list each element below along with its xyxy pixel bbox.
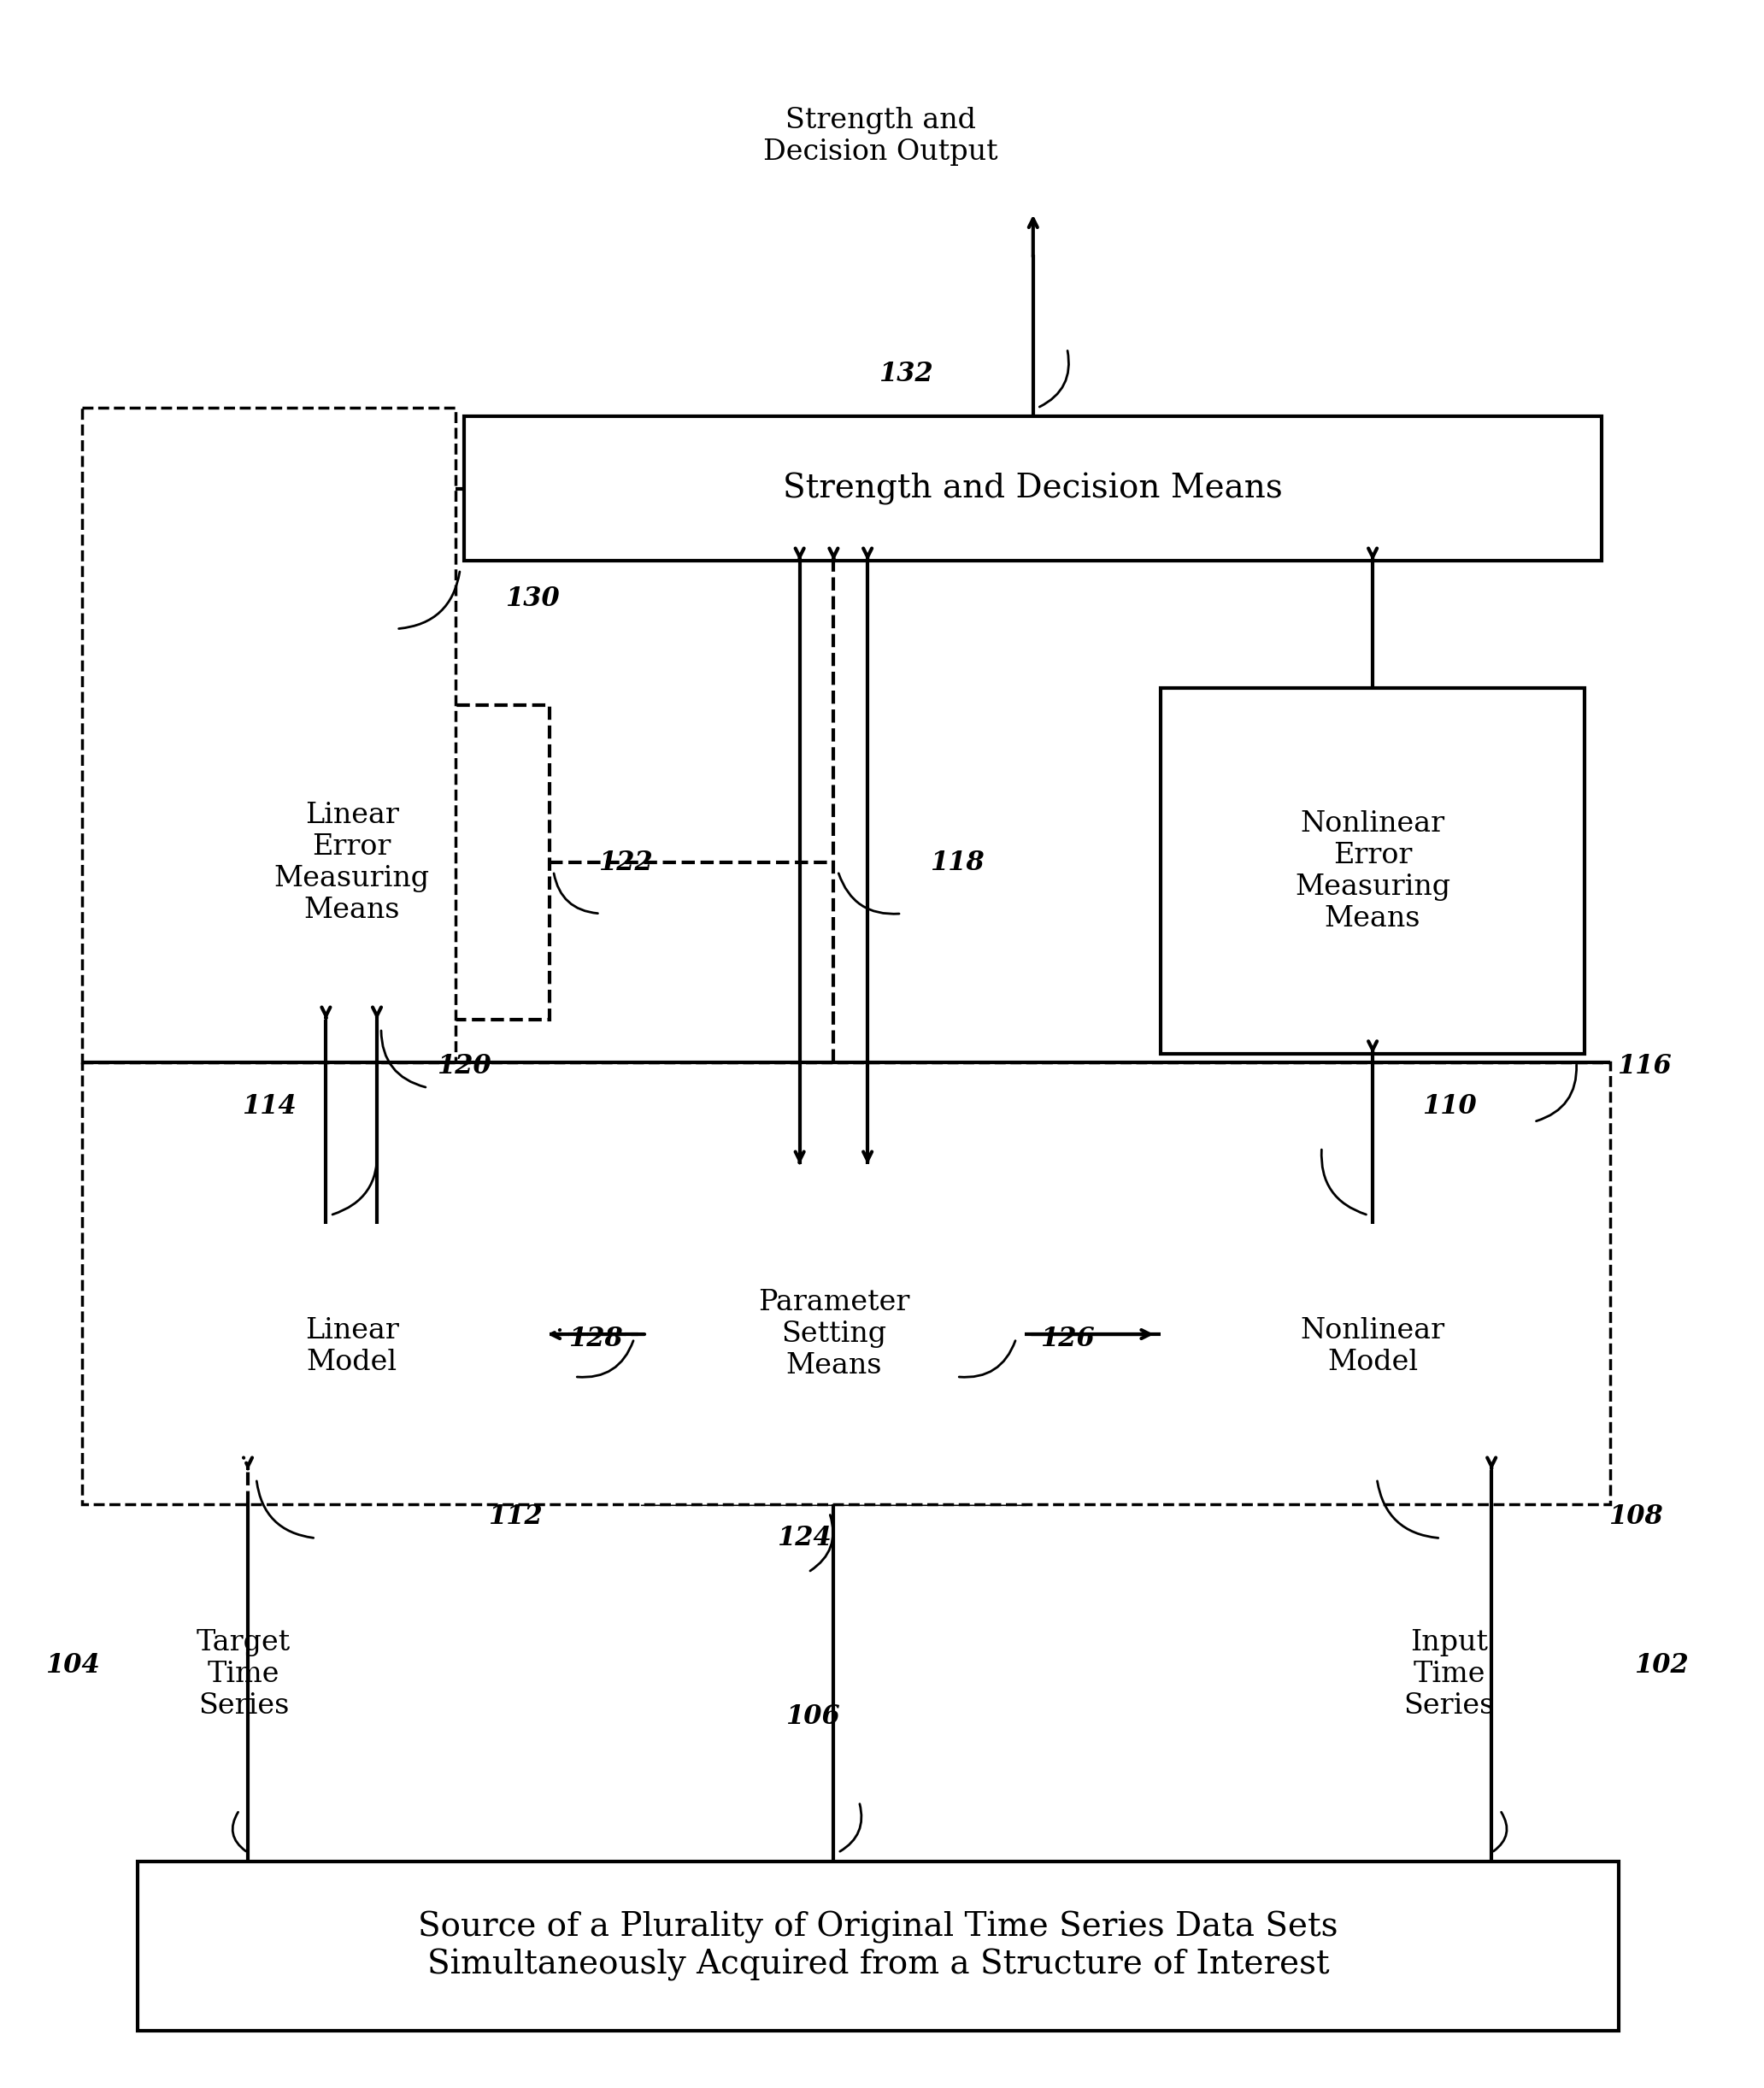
Text: 102: 102: [1633, 1652, 1688, 1679]
Text: Nonlinear
Model: Nonlinear Model: [1300, 1318, 1445, 1376]
Bar: [1161, 1224, 1584, 1470]
Text: Linear
Model: Linear Model: [305, 1318, 399, 1376]
Text: Nonlinear
Error
Measuring
Means: Nonlinear Error Measuring Means: [1295, 810, 1450, 931]
Text: 130: 130: [505, 587, 559, 612]
Text: 108: 108: [1609, 1503, 1663, 1531]
Bar: [155, 706, 549, 1019]
Text: 106: 106: [785, 1704, 840, 1729]
Bar: [1161, 689, 1584, 1054]
Text: 120: 120: [437, 1052, 492, 1079]
Text: 126: 126: [1039, 1326, 1094, 1351]
Text: Source of a Plurality of Original Time Series Data Sets
Simultaneously Acquired : Source of a Plurality of Original Time S…: [418, 1911, 1339, 1982]
Bar: [138, 1860, 1619, 2032]
Text: 104: 104: [44, 1652, 99, 1679]
Text: Strength and
Decision Output: Strength and Decision Output: [764, 106, 998, 165]
Bar: [642, 1165, 1025, 1503]
Text: 116: 116: [1618, 1052, 1672, 1079]
Text: 118: 118: [930, 850, 984, 875]
Text: 124: 124: [776, 1524, 831, 1551]
Text: 114: 114: [242, 1094, 296, 1119]
Text: 110: 110: [1422, 1094, 1476, 1119]
Text: Strength and Decision Means: Strength and Decision Means: [783, 472, 1282, 505]
Bar: [83, 407, 455, 1063]
Bar: [83, 1063, 1611, 1503]
Bar: [155, 1224, 549, 1470]
Text: Parameter
Setting
Means: Parameter Setting Means: [759, 1288, 910, 1380]
Text: 128: 128: [568, 1326, 623, 1351]
Bar: [464, 416, 1602, 562]
Text: 112: 112: [489, 1503, 543, 1531]
Text: Linear
Error
Measuring
Means: Linear Error Measuring Means: [273, 802, 430, 923]
Text: Input
Time
Series: Input Time Series: [1404, 1629, 1494, 1718]
Text: 122: 122: [598, 850, 653, 875]
Text: Target
Time
Series: Target Time Series: [196, 1629, 291, 1718]
Text: 132: 132: [878, 361, 933, 386]
